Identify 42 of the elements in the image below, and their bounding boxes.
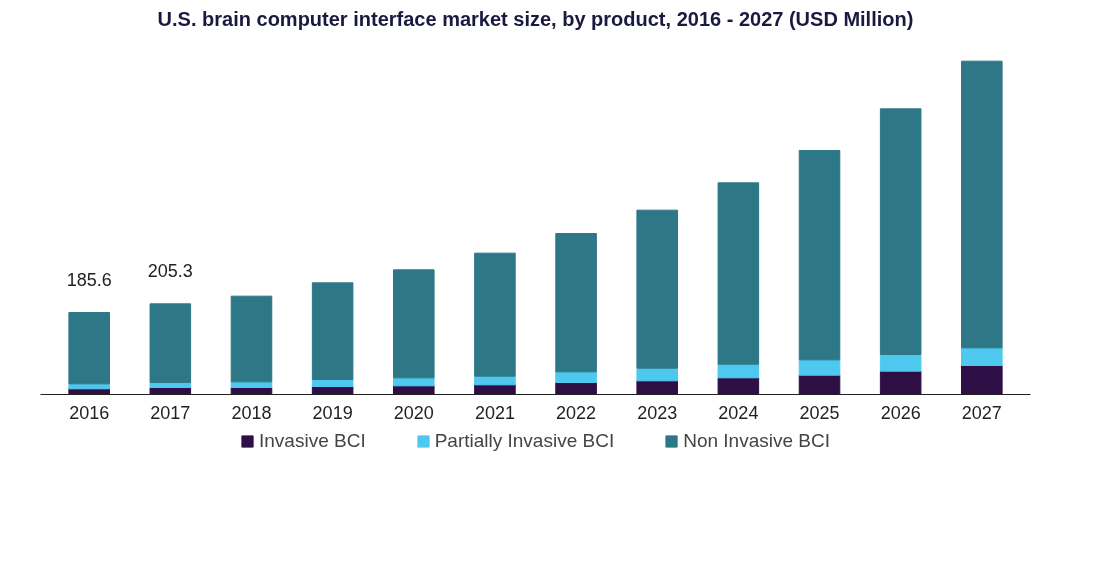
bar xyxy=(961,60,1003,349)
annotation: 205.3 xyxy=(147,261,193,282)
bar xyxy=(555,233,597,373)
bar xyxy=(555,371,597,383)
x-tick-label: 2019 xyxy=(312,402,353,423)
bar xyxy=(879,354,922,372)
bar xyxy=(798,150,841,361)
x-tick-label: 2026 xyxy=(880,402,921,423)
x-tick-label: 2023 xyxy=(637,402,678,423)
bar xyxy=(961,365,1003,395)
x-tick-label: 2016 xyxy=(69,402,110,423)
annotation: 185.6 xyxy=(66,269,112,290)
bar xyxy=(149,303,192,383)
x-tick-label: 2021 xyxy=(474,402,515,423)
bar xyxy=(636,380,679,395)
x-tick-label: 2027 xyxy=(961,402,1002,423)
bar xyxy=(717,363,760,379)
chart-title: U.S. brain computer interface market size, by product, 2016 - 2027 (USD Million) xyxy=(157,7,914,30)
bar xyxy=(474,252,516,377)
bar xyxy=(392,377,435,387)
x-tick-label: 2025 xyxy=(799,402,840,423)
bar xyxy=(798,359,841,376)
bar xyxy=(879,370,922,395)
bar xyxy=(392,269,435,379)
legend-label: Non Invasive BCI xyxy=(683,430,830,452)
bar xyxy=(879,108,922,355)
legend-label: Partially Invasive BCI xyxy=(434,430,615,452)
x-tick-label: 2017 xyxy=(150,402,191,423)
bar xyxy=(230,295,273,383)
bar xyxy=(68,312,110,385)
bar xyxy=(961,347,1003,366)
bar xyxy=(636,209,679,369)
bar xyxy=(798,374,841,395)
bar xyxy=(311,282,354,380)
x-tick-label: 2020 xyxy=(393,402,434,423)
legend-label: Invasive BCI xyxy=(259,430,366,452)
bar xyxy=(717,377,760,395)
bar xyxy=(474,384,516,395)
x-tick-label: 2018 xyxy=(231,402,272,423)
x-tick-label: 2024 xyxy=(718,402,759,423)
bar xyxy=(717,182,760,365)
x-tick-label: 2022 xyxy=(556,402,597,423)
